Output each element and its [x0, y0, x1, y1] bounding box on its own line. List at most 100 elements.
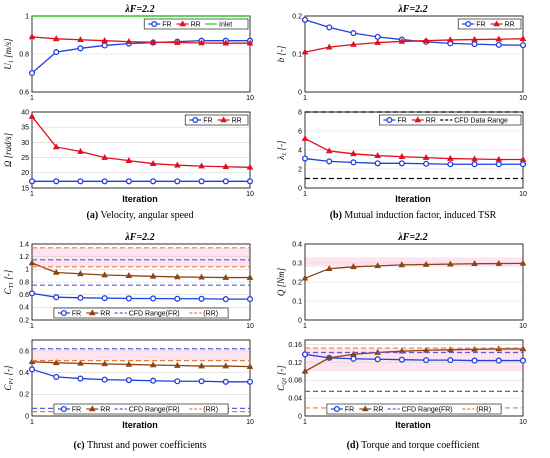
x-tick-label: 1	[30, 95, 34, 102]
data-point	[77, 359, 84, 366]
series-line-rr	[304, 38, 524, 53]
data-point	[495, 155, 503, 162]
x-tick-label: 10	[246, 191, 254, 198]
y-tick-label: 0.3	[292, 260, 302, 267]
data-point	[519, 259, 527, 266]
data-point	[174, 378, 181, 385]
data-point	[150, 295, 157, 302]
caption-a: (a) Velocity, angular speed	[87, 210, 194, 221]
lambda-title-a: λF=2.2	[124, 4, 154, 15]
data-point	[222, 163, 230, 170]
data-point	[174, 178, 181, 185]
legend-label: FR	[72, 407, 81, 414]
legend-label: RR	[191, 22, 201, 29]
data-point	[374, 38, 381, 45]
y-tick-label: 0.2	[19, 317, 29, 324]
y-tick-label: 15	[21, 185, 29, 192]
series-line-rr	[31, 361, 251, 368]
data-point	[374, 160, 381, 167]
legend-label: RR	[426, 118, 436, 125]
data-point	[326, 158, 333, 165]
chart-a2: 40 35 30 25 20 151 10 Ω [rad/s] FR RR	[3, 109, 254, 198]
data-point	[519, 155, 527, 162]
series-line-rr	[304, 138, 523, 161]
data-point	[246, 378, 254, 385]
y-tick-label: 0.2	[19, 392, 29, 399]
data-point	[495, 161, 502, 168]
data-point	[398, 37, 406, 44]
data-point	[28, 366, 36, 373]
y-tick-label: 1	[25, 267, 29, 274]
y-tick-label: 1.2	[19, 254, 29, 261]
data-point	[246, 39, 254, 46]
data-point	[325, 354, 333, 361]
data-point	[301, 367, 309, 374]
data-point	[447, 260, 454, 267]
data-point	[101, 376, 108, 383]
y-tick-label: 0.1	[292, 298, 302, 305]
series-line-rr	[304, 262, 524, 279]
data-point	[125, 157, 133, 163]
legend-label: FR	[345, 407, 354, 414]
data-point	[398, 153, 406, 159]
x-tick-label: 10	[519, 95, 527, 102]
data-point	[77, 36, 84, 43]
legend-label: CFD Data Range	[454, 118, 508, 125]
x-tick-label: 1	[303, 419, 307, 426]
y-tick-label: 0.2	[292, 279, 302, 286]
ylabel: b [-]	[276, 45, 286, 62]
data-point	[350, 40, 357, 47]
y-tick-label: 0.2	[292, 13, 302, 20]
legend-marker	[414, 116, 422, 123]
data-point	[101, 178, 108, 185]
data-point	[447, 346, 454, 353]
lambda-title-b: λF=2.2	[397, 4, 427, 15]
data-point	[28, 112, 36, 119]
data-point	[198, 39, 205, 46]
legend-box	[184, 114, 249, 126]
legend-label: CFD Range(FR)	[402, 407, 453, 414]
data-point	[246, 178, 254, 185]
data-point	[447, 161, 454, 168]
data-point	[222, 362, 230, 369]
data-point	[495, 259, 503, 266]
ylabel: CT1 [-]	[3, 269, 15, 294]
ylabel: CQ1 [-]	[276, 365, 288, 391]
data-point	[447, 36, 454, 43]
data-point	[519, 42, 527, 49]
chart-b2: 8 6 4 2 01 10 λ1 [-] FR RR CFD Data Range	[276, 109, 527, 198]
data-point	[471, 357, 478, 364]
y-tick-label: 0	[298, 89, 302, 96]
y-tick-label: 40	[21, 109, 29, 116]
y-tick-label: 0.6	[19, 348, 29, 355]
data-point	[423, 357, 430, 364]
data-point	[150, 178, 157, 185]
y-tick-label: 0.08	[288, 378, 302, 385]
data-point	[77, 294, 84, 301]
y-tick-label: 6	[298, 128, 302, 135]
data-point	[150, 377, 157, 384]
data-point	[28, 259, 36, 266]
data-point	[495, 357, 502, 364]
ylabel: Ω [rad/s]	[3, 132, 13, 167]
data-point	[149, 160, 157, 166]
data-point	[52, 143, 60, 150]
data-point	[174, 161, 181, 168]
data-point	[374, 262, 381, 269]
series-line-rr	[31, 262, 250, 279]
x-tick-label: 1	[303, 323, 307, 330]
series-line-fr	[304, 157, 523, 165]
data-point	[77, 147, 84, 154]
data-point	[28, 290, 36, 297]
legend-marker	[192, 116, 199, 124]
data-point	[326, 24, 333, 31]
legend-marker	[333, 405, 340, 413]
xlabel-c: Iteration	[122, 420, 158, 430]
data-point	[198, 273, 205, 280]
x-tick-label: 10	[246, 95, 254, 102]
x-tick-label: 10	[246, 419, 254, 426]
legend-marker	[386, 116, 393, 124]
data-point	[174, 295, 181, 302]
